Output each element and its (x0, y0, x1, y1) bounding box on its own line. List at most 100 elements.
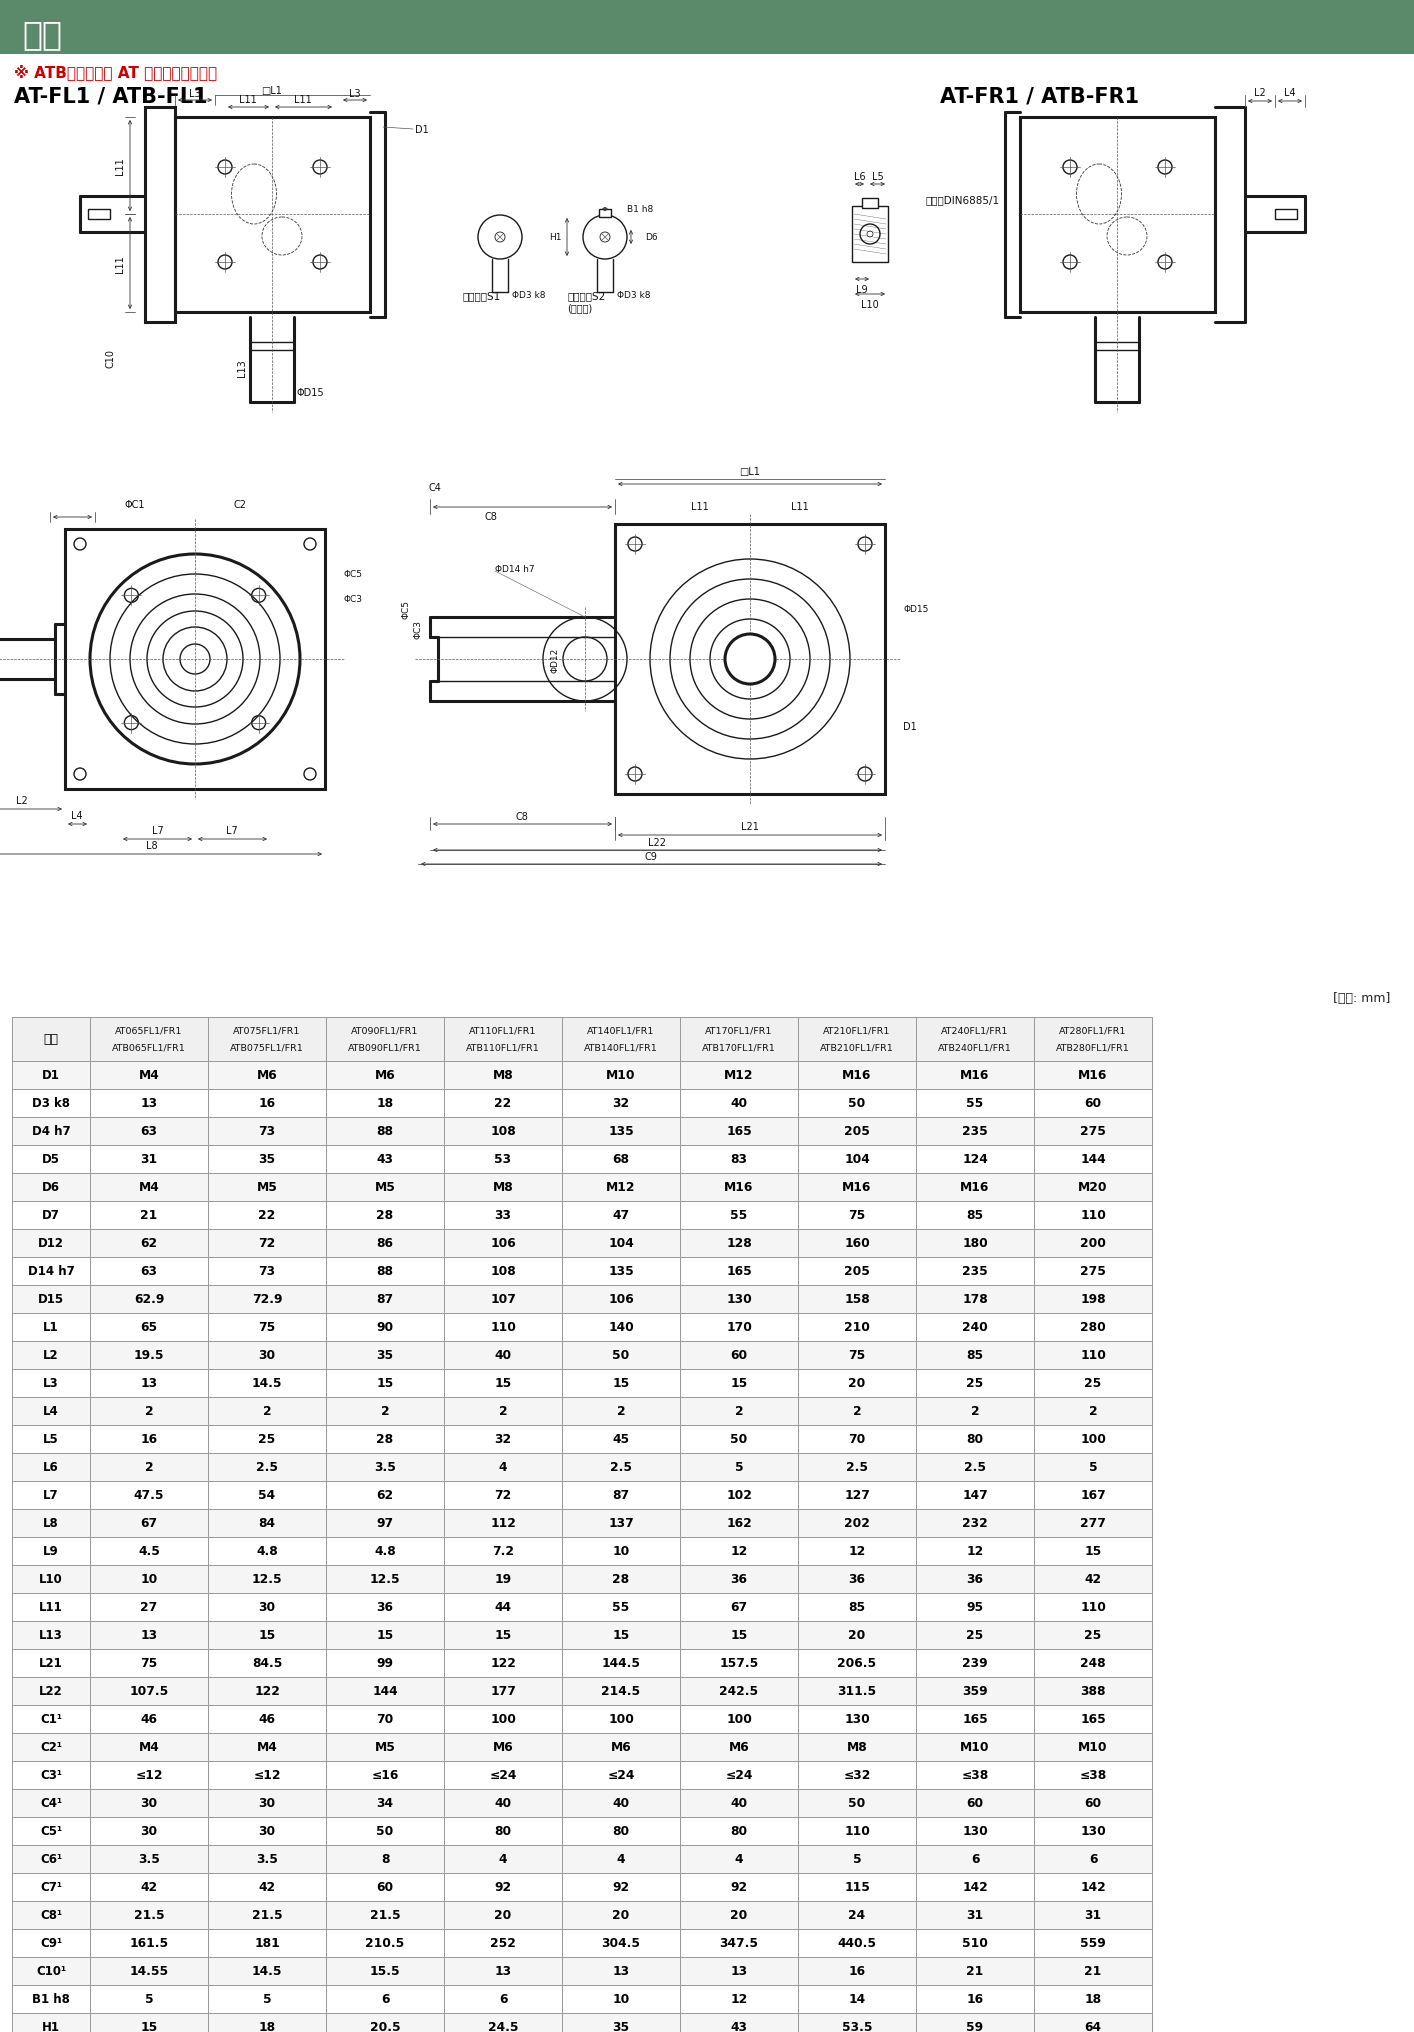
Bar (1034, 2014, 1152, 2032)
Text: ATB065FL1/FR1: ATB065FL1/FR1 (112, 1042, 185, 1053)
Bar (680, 1118, 797, 1146)
Text: D4 h7: D4 h7 (31, 1126, 71, 1138)
Bar (680, 1650, 797, 1676)
Text: 85: 85 (966, 1209, 984, 1221)
Text: 28: 28 (376, 1433, 393, 1447)
Text: M4: M4 (139, 1741, 160, 1754)
Bar (1034, 1676, 1152, 1705)
Bar (444, 1874, 561, 1902)
Bar (561, 1676, 680, 1705)
Bar (797, 1398, 916, 1424)
Text: 5: 5 (1089, 1461, 1097, 1473)
Text: 72: 72 (495, 1489, 512, 1502)
Text: 6: 6 (499, 1993, 508, 2006)
Text: 242.5: 242.5 (720, 1685, 758, 1697)
Text: ΦC3: ΦC3 (413, 620, 421, 640)
Text: 122: 122 (491, 1656, 516, 1670)
Text: 86: 86 (376, 1237, 393, 1250)
Bar (561, 1172, 680, 1201)
Bar (680, 1258, 797, 1286)
Text: 5: 5 (735, 1461, 744, 1473)
Text: 165: 165 (727, 1264, 752, 1278)
Text: [単位: mm]: [単位: mm] (1332, 992, 1390, 1004)
Text: 84.5: 84.5 (252, 1656, 283, 1670)
Text: 21: 21 (1085, 1965, 1102, 1977)
Bar (561, 1650, 680, 1676)
Bar (444, 1928, 561, 1957)
Text: 5: 5 (263, 1993, 271, 2006)
Bar (797, 1481, 916, 1510)
Bar (11, 1902, 90, 1928)
Bar (90, 1172, 208, 1201)
Text: 248: 248 (1080, 1656, 1106, 1670)
Text: 31: 31 (140, 1152, 157, 1166)
Text: 202: 202 (844, 1516, 870, 1530)
Bar (680, 1146, 797, 1172)
Text: 4: 4 (499, 1853, 508, 1865)
Text: 161.5: 161.5 (130, 1936, 168, 1949)
Bar (444, 1788, 561, 1817)
Text: 18: 18 (376, 1097, 393, 1109)
Bar (1034, 1398, 1152, 1424)
Text: 100: 100 (608, 1713, 633, 1725)
Bar (1034, 1229, 1152, 1258)
Text: M12: M12 (724, 1069, 754, 1081)
Text: 24.5: 24.5 (488, 2020, 519, 2032)
Bar (11, 1018, 90, 1061)
Bar (797, 1676, 916, 1705)
Bar (11, 1313, 90, 1341)
Text: 63: 63 (140, 1264, 157, 1278)
Text: L11: L11 (691, 502, 708, 512)
Text: 40: 40 (731, 1097, 748, 1109)
Bar (146, 108, 175, 323)
Bar (208, 1341, 327, 1370)
Bar (797, 2014, 916, 2032)
Bar (561, 1705, 680, 1733)
Bar (680, 1957, 797, 1985)
Bar (561, 1845, 680, 1874)
Bar (444, 1565, 561, 1593)
Text: 106: 106 (608, 1292, 633, 1307)
Text: M6: M6 (492, 1741, 513, 1754)
Bar (11, 1286, 90, 1313)
Bar (680, 1398, 797, 1424)
Bar (680, 1510, 797, 1538)
Text: 92: 92 (495, 1880, 512, 1894)
Bar (90, 1061, 208, 1089)
Text: 135: 135 (608, 1126, 633, 1138)
Text: ΦD3 k8: ΦD3 k8 (617, 291, 650, 301)
Bar (561, 1565, 680, 1593)
Text: ※ ATBシリーズは AT と寸法は同一です: ※ ATBシリーズは AT と寸法は同一です (14, 65, 218, 79)
Text: L11: L11 (115, 254, 124, 272)
Bar (1034, 1146, 1152, 1172)
Text: ΦC5: ΦC5 (344, 571, 362, 579)
Text: 147: 147 (962, 1489, 988, 1502)
Bar (797, 1762, 916, 1788)
Text: 2: 2 (853, 1404, 861, 1418)
Bar (11, 1538, 90, 1565)
Text: 205: 205 (844, 1126, 870, 1138)
Text: 85: 85 (966, 1349, 984, 1361)
Bar (90, 2014, 208, 2032)
Text: 32: 32 (495, 1433, 512, 1447)
Text: AT140FL1/FR1: AT140FL1/FR1 (587, 1026, 655, 1034)
Text: 14: 14 (848, 1993, 865, 2006)
Text: (出力軸): (出力軸) (567, 303, 592, 313)
Bar (916, 1370, 1034, 1398)
Text: L3: L3 (189, 89, 201, 100)
Bar (561, 1201, 680, 1229)
Bar (797, 1341, 916, 1370)
Text: L11: L11 (790, 502, 809, 512)
Text: 84: 84 (259, 1516, 276, 1530)
Text: C8¹: C8¹ (40, 1908, 62, 1922)
Bar (444, 1398, 561, 1424)
Text: M20: M20 (1079, 1181, 1107, 1195)
Bar (444, 1985, 561, 2014)
Text: 47: 47 (612, 1209, 629, 1221)
Text: 寸法: 寸法 (44, 1032, 58, 1046)
Bar (561, 1902, 680, 1928)
Bar (208, 1061, 327, 1089)
Text: 83: 83 (731, 1152, 748, 1166)
Text: 21: 21 (140, 1209, 157, 1221)
Text: ΦD14 h7: ΦD14 h7 (495, 565, 534, 575)
